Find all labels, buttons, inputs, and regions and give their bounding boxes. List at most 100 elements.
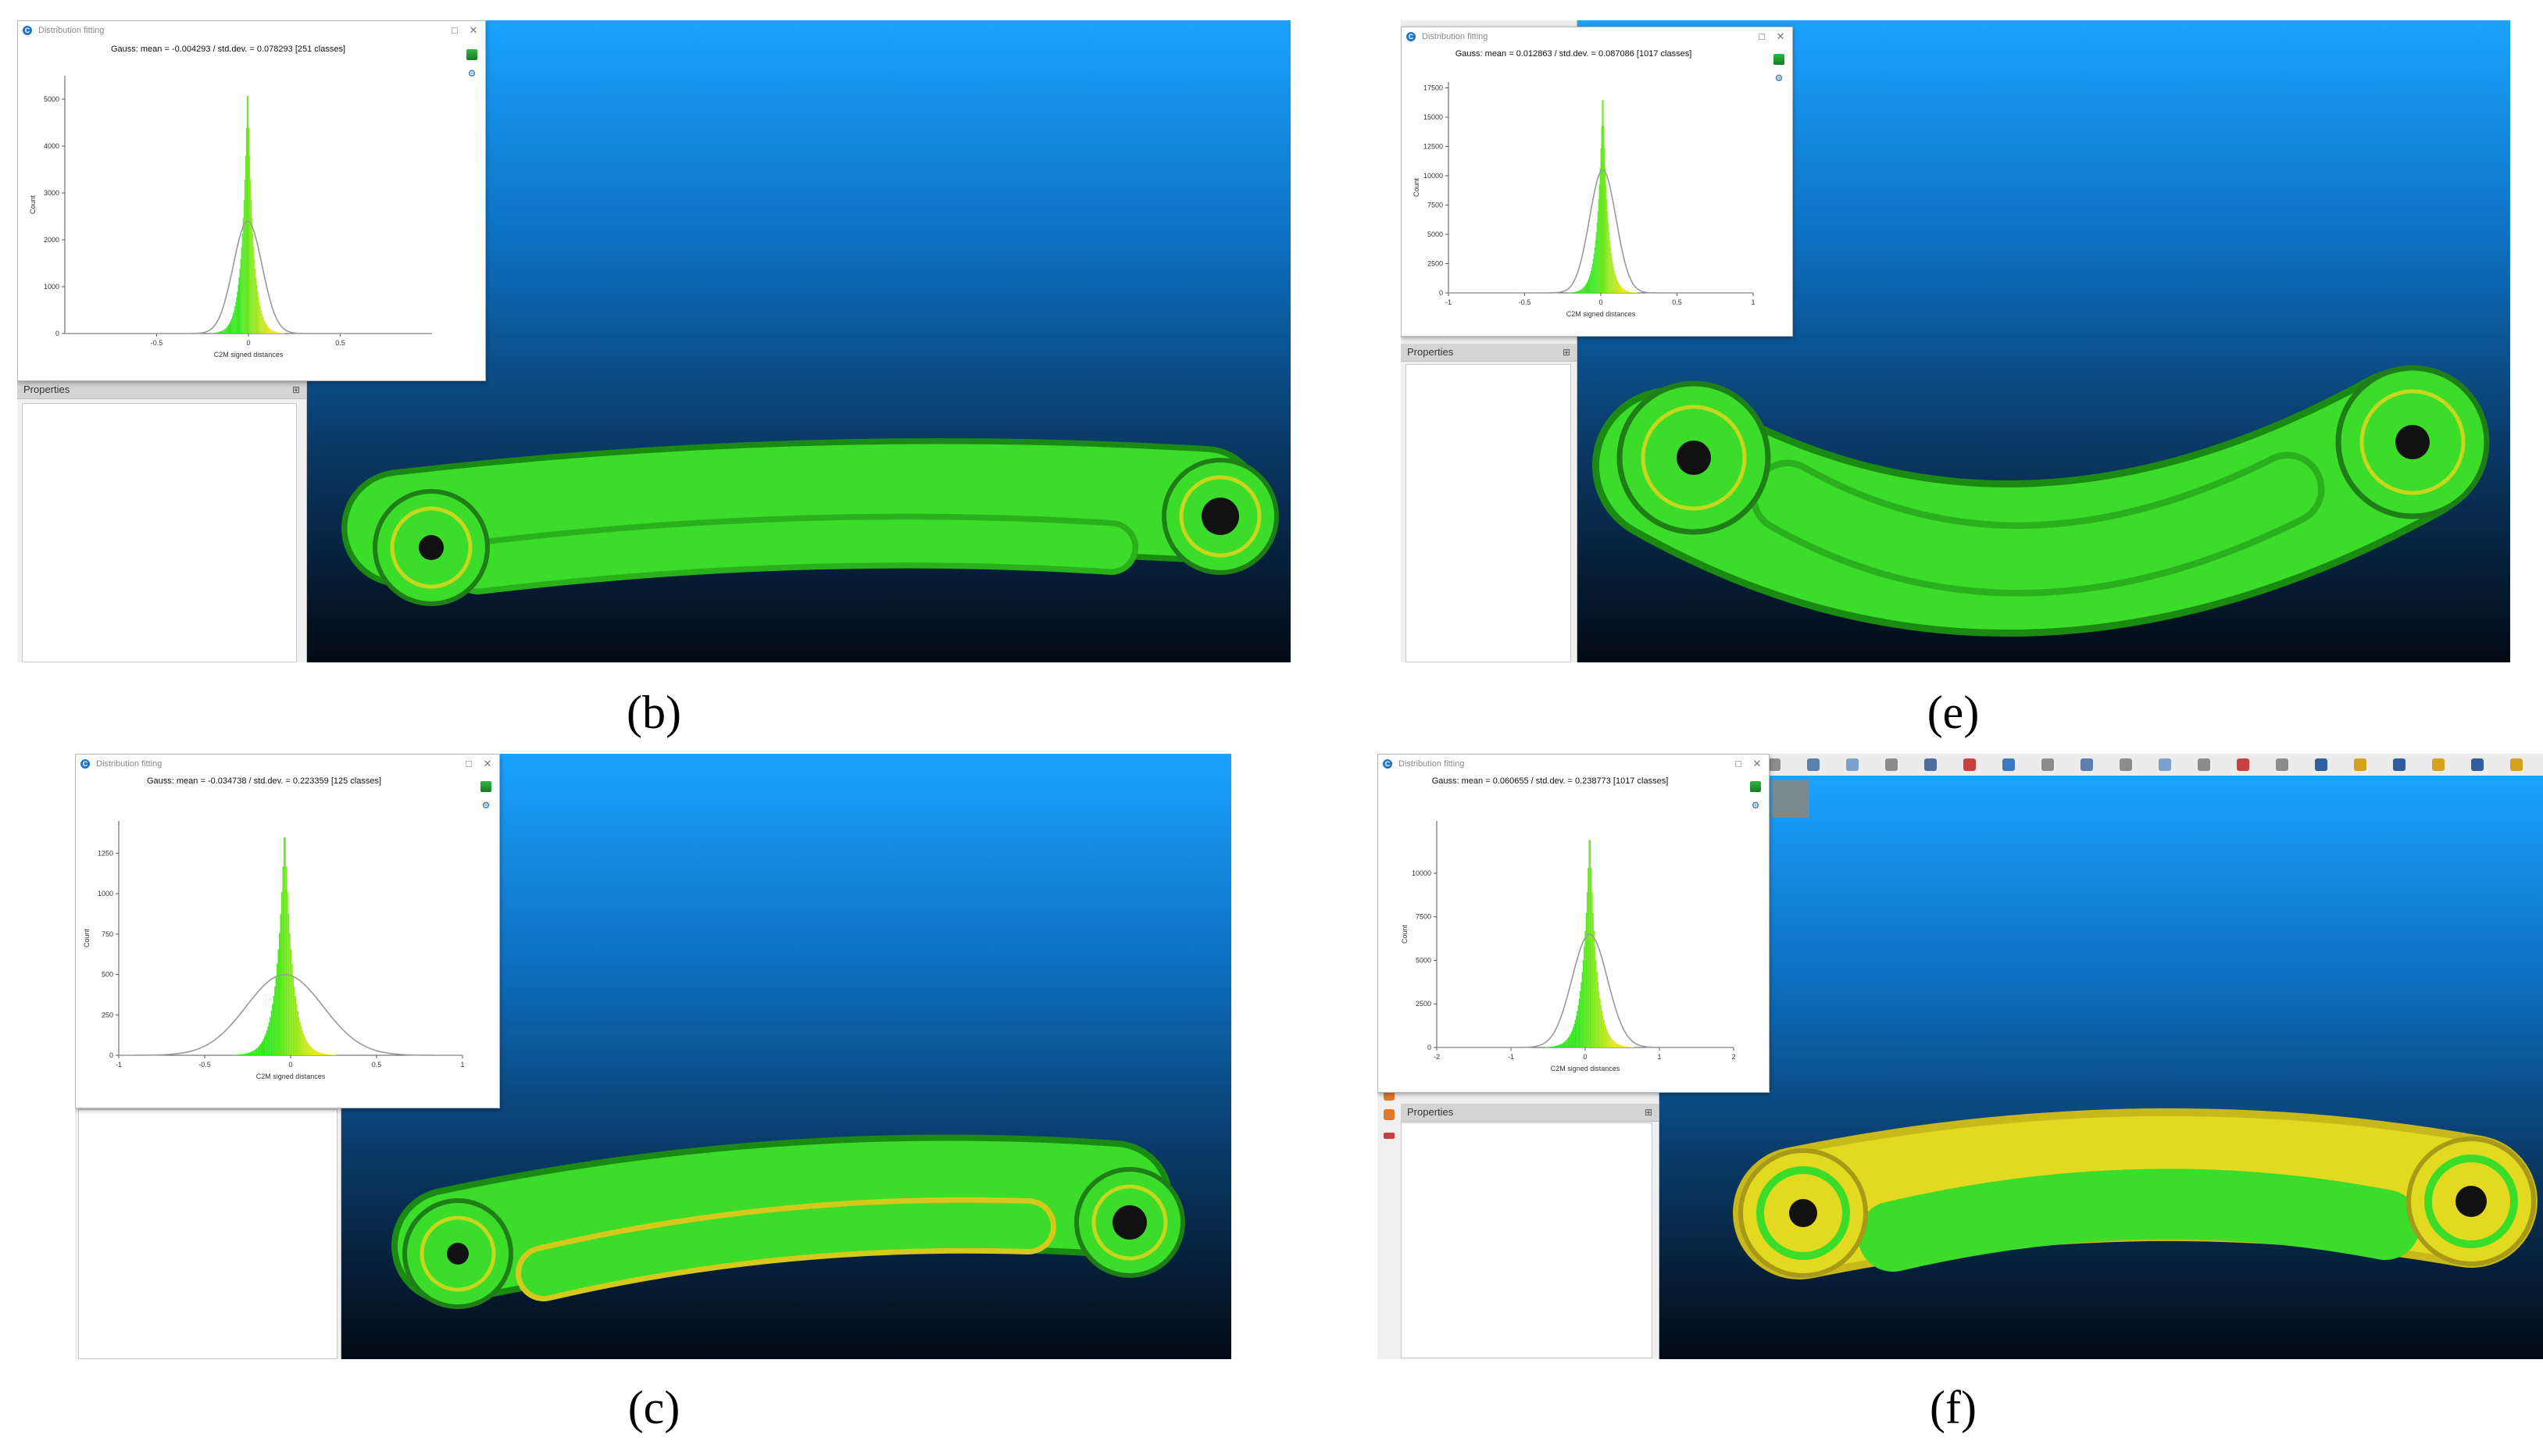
export-icon[interactable]	[466, 49, 477, 60]
layer-icon[interactable]	[1384, 1109, 1395, 1120]
pin-icon[interactable]: ⊞	[1562, 347, 1570, 358]
x-tick-label: 0.5	[372, 1061, 382, 1069]
maximize-icon[interactable]: □	[1759, 30, 1765, 42]
toolbar-tool-icon[interactable]	[1885, 758, 1898, 771]
view-overlay-box[interactable]	[1772, 780, 1809, 818]
histogram-bar	[223, 330, 224, 334]
export-icon[interactable]	[1750, 781, 1761, 792]
histogram-bar	[230, 320, 232, 334]
gauss-fit-curve	[1437, 933, 1734, 1048]
maximize-icon[interactable]: □	[466, 758, 472, 769]
x-axis-label: C2M signed distances	[1551, 1065, 1620, 1072]
app-logo-icon: C	[23, 26, 32, 35]
scanned-part	[1592, 365, 2490, 637]
histogram-bar	[277, 949, 280, 1055]
chart-settings-icon[interactable]: ⚙	[467, 68, 477, 79]
toolbar-tool-icon[interactable]	[2198, 758, 2210, 771]
toolbar-tool-icon[interactable]	[2120, 758, 2132, 771]
histogram-bar	[1610, 1037, 1612, 1047]
histogram-bar	[268, 1022, 270, 1055]
gauss-fit-summary: Gauss: mean = 0.012863 / std.dev. = 0.08…	[1455, 49, 1692, 59]
histogram-bar	[255, 1048, 258, 1055]
histogram-bar	[263, 1037, 266, 1055]
maximize-icon[interactable]: □	[452, 24, 458, 36]
histogram-bar	[256, 284, 258, 334]
export-icon[interactable]	[1773, 54, 1784, 65]
close-icon[interactable]: ✕	[483, 758, 492, 769]
maximize-icon[interactable]: □	[1735, 758, 1741, 769]
histogram-bar	[227, 325, 229, 334]
3d-viewport[interactable]	[306, 20, 1291, 662]
toolbar-tool-icon[interactable]	[2080, 758, 2093, 771]
pin-icon[interactable]: ⊞	[1644, 1107, 1652, 1118]
x-tick-label: 2	[1731, 1053, 1735, 1061]
toolbar-tool-icon[interactable]	[2276, 758, 2288, 771]
histogram-bar	[1585, 284, 1587, 293]
close-icon[interactable]: ✕	[1752, 758, 1762, 769]
histogram-bar	[277, 332, 278, 334]
properties-body	[78, 1109, 338, 1359]
histogram-bar	[253, 1050, 255, 1055]
histogram-bar	[314, 1050, 316, 1055]
toolbar-tool-icon[interactable]	[2237, 758, 2249, 771]
y-tick-label: 7500	[1416, 913, 1431, 921]
toolbar-tool-icon[interactable]	[1846, 758, 1859, 771]
toolbar-tool-icon[interactable]	[1924, 758, 1937, 771]
scanned-part	[391, 1134, 1185, 1309]
histogram-bar	[302, 1033, 305, 1055]
dialog-titlebar[interactable]: C Distribution fitting □ ✕	[1378, 755, 1769, 773]
histogram-bar	[309, 1046, 312, 1055]
x-tick-label: -1	[116, 1061, 122, 1069]
toolbar-tool-icon[interactable]	[2354, 758, 2366, 771]
histogram-bar	[1562, 1043, 1563, 1047]
chart-settings-icon[interactable]: ⚙	[1774, 73, 1784, 84]
histogram-bar	[1588, 276, 1590, 293]
histogram-bar	[246, 1053, 248, 1055]
y-tick-label: 10000	[1423, 172, 1443, 180]
toolbar-tool-icon[interactable]	[2393, 758, 2405, 771]
histogram-bar	[1608, 223, 1609, 293]
close-icon[interactable]: ✕	[469, 24, 478, 36]
x-tick-label: -1	[1445, 298, 1452, 306]
histogram-bar	[1596, 972, 1598, 1047]
gauss-fit-summary: Gauss: mean = -0.004293 / std.dev. = 0.0…	[110, 45, 346, 54]
toolbar-tool-icon[interactable]	[2041, 758, 2054, 771]
histogram-bar	[1623, 289, 1625, 293]
toolbar-tool-icon[interactable]	[1963, 758, 1976, 771]
pin-icon[interactable]: ⊞	[291, 384, 300, 395]
layer-icon[interactable]	[1384, 1133, 1395, 1139]
histogram-bar	[210, 333, 213, 334]
dialog-titlebar[interactable]: C Distribution fitting □ ✕	[76, 755, 499, 773]
histogram-chart: 0 250 500 750 1000 1250 -1 -0.5 0 0.5 1 C2M signed …	[83, 821, 465, 1080]
toolbar-tool-icon[interactable]	[2315, 758, 2327, 771]
histogram-bar	[281, 333, 283, 334]
toolbar-tool-icon[interactable]	[1807, 758, 1820, 771]
toolbar-tool-icon[interactable]	[2471, 758, 2484, 771]
export-icon[interactable]	[480, 781, 491, 792]
app-logo-icon: C	[1383, 759, 1392, 769]
gauss-fit-curve	[65, 220, 432, 334]
histogram-bar	[277, 332, 279, 334]
y-tick-label: 10000	[1412, 869, 1431, 877]
y-axis-label: Count	[1401, 925, 1409, 944]
histogram-bar	[1600, 148, 1602, 293]
histogram-chart: 0 2500 5000 7500 10000 -2 -1 0 1 2 C2M signed dist…	[1401, 821, 1736, 1072]
toolbar-tool-icon[interactable]	[2510, 758, 2523, 771]
histogram-bar	[1569, 1036, 1570, 1047]
distribution-fitting-dialog: C Distribution fitting □ ✕ Gauss: mean =…	[75, 754, 500, 1108]
dialog-titlebar[interactable]: C Distribution fitting □ ✕	[18, 21, 485, 40]
toolbar-tool-icon[interactable]	[2159, 758, 2171, 771]
histogram-bar	[326, 1054, 327, 1055]
chart-settings-icon[interactable]: ⚙	[1751, 800, 1760, 811]
x-tick-label: 0.5	[1672, 298, 1682, 306]
toolbar-tool-icon[interactable]	[2432, 758, 2445, 771]
toolbar-tool-icon[interactable]	[1768, 758, 1780, 771]
histogram-bar	[1573, 1023, 1575, 1047]
histogram-bar	[272, 330, 273, 334]
3d-viewport[interactable]	[1659, 776, 2543, 1359]
dialog-titlebar[interactable]: C Distribution fitting □ ✕	[1402, 27, 1792, 46]
close-icon[interactable]: ✕	[1776, 30, 1785, 42]
chart-settings-icon[interactable]: ⚙	[481, 800, 491, 811]
histogram-bar	[1602, 99, 1604, 293]
toolbar-tool-icon[interactable]	[2002, 758, 2015, 771]
